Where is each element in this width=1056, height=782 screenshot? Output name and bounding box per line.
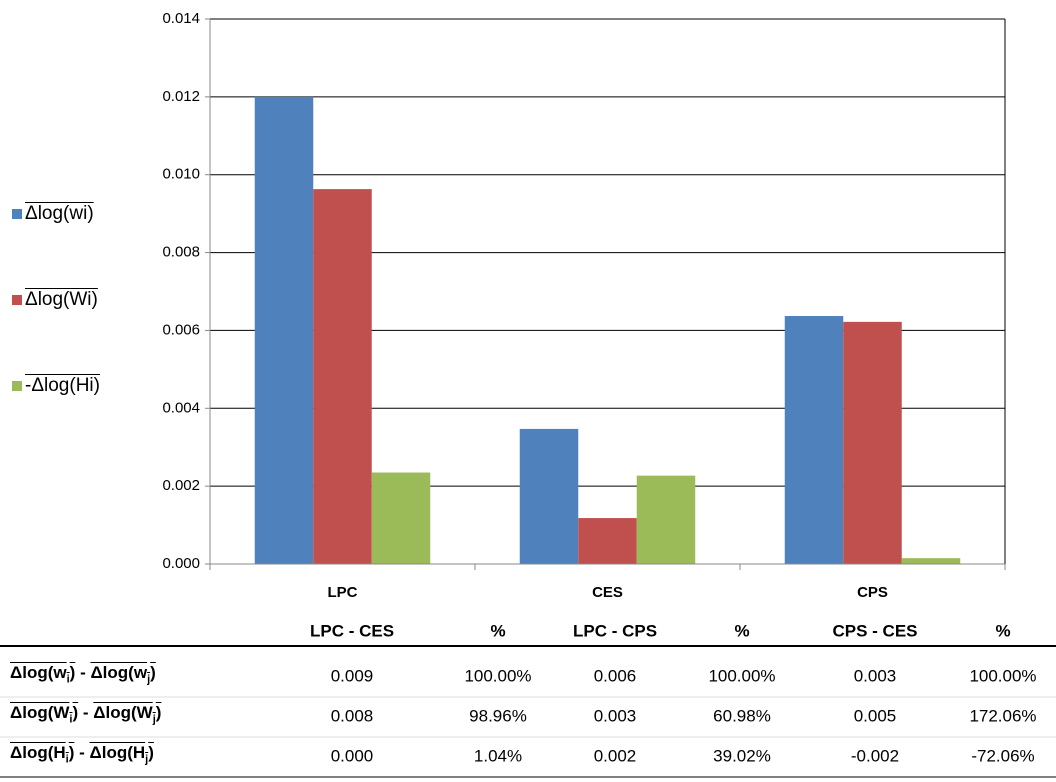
- x-tick-label: CPS: [857, 584, 888, 601]
- y-tick-label: 0.002: [162, 477, 200, 494]
- legend-swatch: [12, 381, 22, 391]
- bar: [254, 96, 314, 564]
- row-label-op: -: [78, 703, 94, 722]
- term-base: Δlog(W: [10, 703, 70, 722]
- y-tick-label: 0.000: [162, 555, 200, 572]
- legend-label: Δlog(wi): [25, 203, 94, 224]
- table-cell: 0.009: [331, 666, 374, 685]
- legend-label: Δlog(Wi): [25, 289, 98, 310]
- y-tick-label: 0.012: [162, 88, 200, 105]
- x-tick-label: LPC: [328, 584, 358, 601]
- term-close: ): [150, 663, 156, 682]
- table-cell: 0.002: [594, 746, 637, 765]
- term-close: ): [148, 743, 154, 762]
- term-base: Δlog(w: [10, 663, 67, 682]
- bar: [843, 321, 902, 564]
- row-label: Δlog(Wi) - Δlog(Wj): [10, 703, 161, 725]
- row-label-term: Δlog(wi): [10, 663, 76, 686]
- table-cell: 100.00%: [969, 666, 1036, 685]
- table-cell: 98.96%: [469, 706, 527, 725]
- row-label-op: -: [74, 743, 90, 762]
- table-cell: 0.008: [331, 706, 374, 725]
- term-sub: j: [152, 713, 156, 726]
- legend-swatch: [12, 209, 22, 219]
- bar: [313, 189, 372, 564]
- term-base: Δlog(H: [89, 743, 146, 762]
- table-header: LPC - CPS: [573, 621, 657, 640]
- table-cell: 39.02%: [713, 746, 771, 765]
- bar: [901, 558, 961, 564]
- term-close: ): [72, 703, 79, 722]
- term-sub: i: [69, 713, 73, 726]
- table-cell: -72.06%: [971, 746, 1034, 765]
- table-header: LPC - CES: [310, 621, 394, 640]
- legend-item: Δlog(wi): [12, 203, 94, 225]
- bar: [519, 428, 579, 564]
- row-label-term: Δlog(Wj): [93, 703, 162, 726]
- table-cell: 100.00%: [708, 666, 775, 685]
- table-cell: 0.000: [331, 746, 374, 765]
- term-sub: i: [65, 753, 69, 766]
- term-sub: i: [66, 673, 70, 686]
- row-label-term: Δlog(Hi): [10, 743, 75, 766]
- table-cell: -0.002: [851, 746, 899, 765]
- bar: [636, 475, 696, 564]
- bar: [371, 472, 431, 564]
- term-sub: j: [147, 673, 151, 686]
- table-header: %: [734, 621, 749, 640]
- table-header: %: [490, 621, 505, 640]
- bar: [578, 518, 637, 564]
- legend-label: -Δlog(Hi): [25, 375, 100, 396]
- row-label-term: Δlog(Wi): [10, 703, 79, 726]
- row-label-op: -: [75, 663, 91, 682]
- table-cell: 172.06%: [969, 706, 1036, 725]
- table-cell: 100.00%: [464, 666, 531, 685]
- table-cell: 60.98%: [713, 706, 771, 725]
- term-sub: j: [145, 753, 149, 766]
- row-label-term: Δlog(Hj): [89, 743, 154, 766]
- legend-item: -Δlog(Hi): [12, 375, 100, 397]
- table-cell: 1.04%: [474, 746, 522, 765]
- y-tick-label: 0.004: [162, 399, 200, 416]
- row-label-term: Δlog(wj): [90, 663, 156, 686]
- table-cell: 0.003: [854, 666, 897, 685]
- table-header: %: [995, 621, 1010, 640]
- table-cell: 0.006: [594, 666, 637, 685]
- term-base: Δlog(H: [10, 743, 66, 762]
- y-tick-label: 0.014: [162, 10, 200, 27]
- legend-swatch: [12, 295, 22, 305]
- y-tick-label: 0.008: [162, 244, 200, 261]
- y-tick-label: 0.006: [162, 321, 200, 338]
- term-close: ): [155, 703, 162, 722]
- table-cell: 0.005: [854, 706, 897, 725]
- bar: [784, 316, 844, 564]
- row-label: Δlog(wi) - Δlog(wj): [10, 663, 156, 685]
- table-cell: 0.003: [594, 706, 637, 725]
- term-base: Δlog(W: [93, 703, 153, 722]
- y-tick-label: 0.010: [162, 166, 200, 183]
- row-label: Δlog(Hi) - Δlog(Hj): [10, 743, 154, 765]
- x-tick-label: CES: [592, 584, 623, 601]
- table-header: CPS - CES: [832, 621, 917, 640]
- term-close: ): [68, 743, 75, 762]
- term-close: ): [69, 663, 76, 682]
- legend-item: Δlog(Wi): [12, 289, 98, 311]
- term-base: Δlog(w: [90, 663, 148, 682]
